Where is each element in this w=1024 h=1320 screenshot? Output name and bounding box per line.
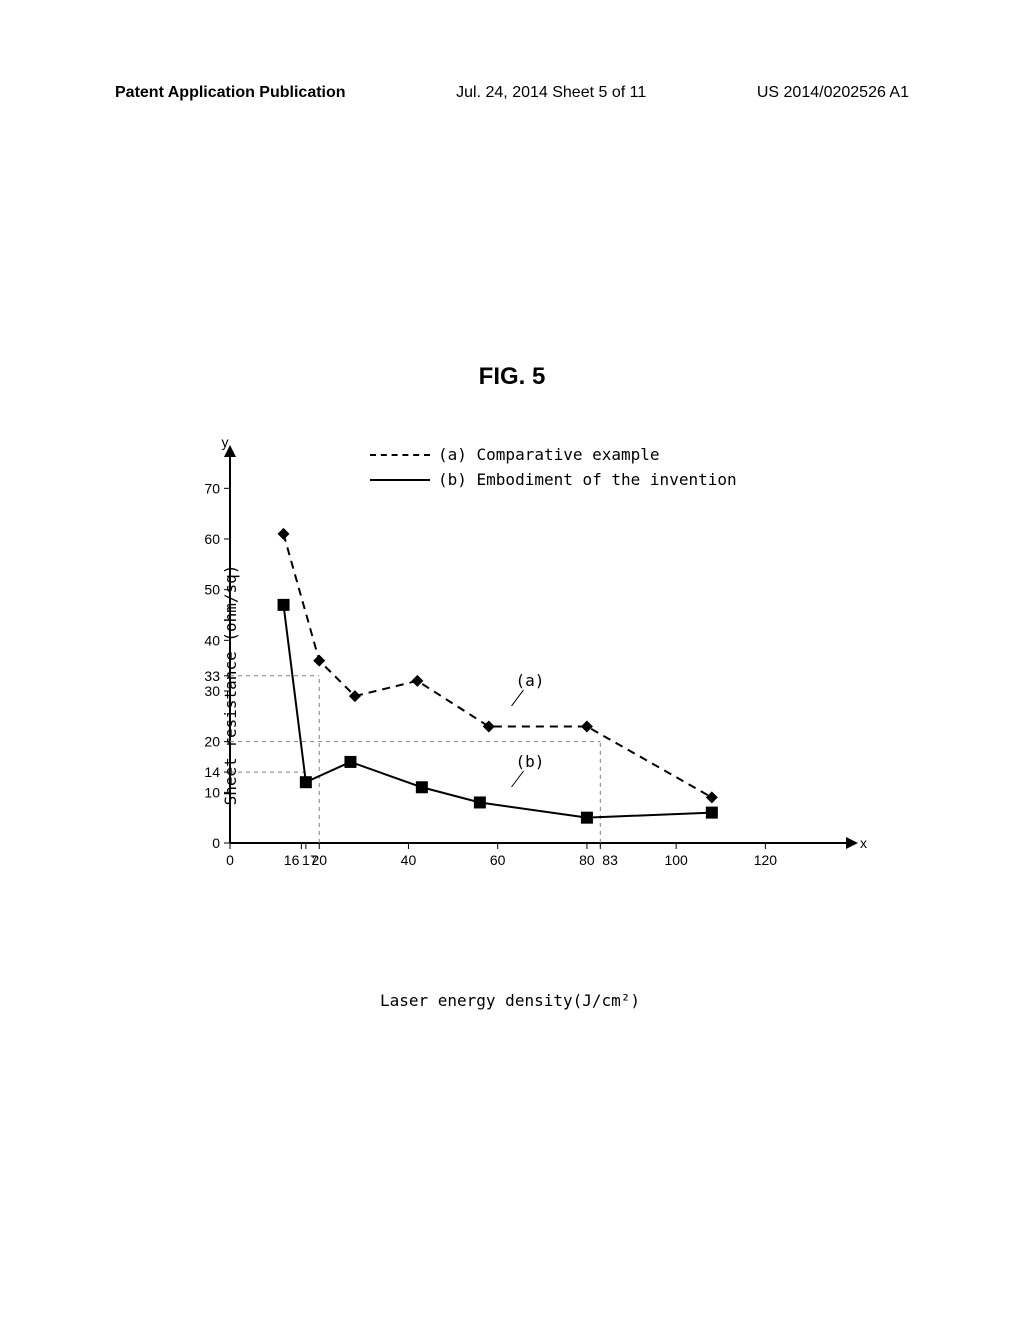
svg-text:60: 60 [204,531,220,547]
svg-text:10: 10 [204,784,220,800]
legend-line-dashed [370,454,430,456]
svg-text:60: 60 [490,852,506,868]
svg-text:120: 120 [754,852,778,868]
legend-item-b: (b) Embodiment of the invention [370,470,737,489]
y-axis-label: Sheet resistance (ohm/sq) [221,565,240,806]
svg-text:(b): (b) [516,752,545,771]
header-center: Jul. 24, 2014 Sheet 5 of 11 [456,84,646,102]
svg-text:16: 16 [284,852,300,868]
svg-text:83: 83 [602,852,618,868]
svg-text:x: x [860,835,867,851]
header-left: Patent Application Publication [115,84,346,102]
svg-text:20: 20 [311,852,327,868]
header-right: US 2014/0202526 A1 [757,84,909,102]
svg-text:y: y [222,434,229,450]
svg-text:70: 70 [204,480,220,496]
legend-label-a: (a) Comparative example [438,445,660,464]
svg-text:33: 33 [204,668,220,684]
svg-text:0: 0 [212,835,220,851]
svg-text:40: 40 [204,632,220,648]
x-axis-label: Laser energy density(J/cm²) [380,991,640,1010]
legend-label-b: (b) Embodiment of the invention [438,470,737,489]
page-header: Patent Application Publication Jul. 24, … [0,84,1024,102]
svg-text:30: 30 [204,683,220,699]
svg-text:80: 80 [579,852,595,868]
svg-text:14: 14 [204,764,220,780]
svg-text:0: 0 [226,852,234,868]
svg-text:(a): (a) [516,671,545,690]
svg-text:40: 40 [401,852,417,868]
figure-title: FIG. 5 [0,363,1024,391]
legend: (a) Comparative example (b) Embodiment o… [370,445,737,495]
legend-line-solid [370,479,430,481]
chart: Sheet resistance (ohm/sq) (a) Comparativ… [110,420,910,950]
legend-item-a: (a) Comparative example [370,445,737,464]
svg-text:100: 100 [664,852,688,868]
svg-text:50: 50 [204,582,220,598]
svg-text:20: 20 [204,734,220,750]
